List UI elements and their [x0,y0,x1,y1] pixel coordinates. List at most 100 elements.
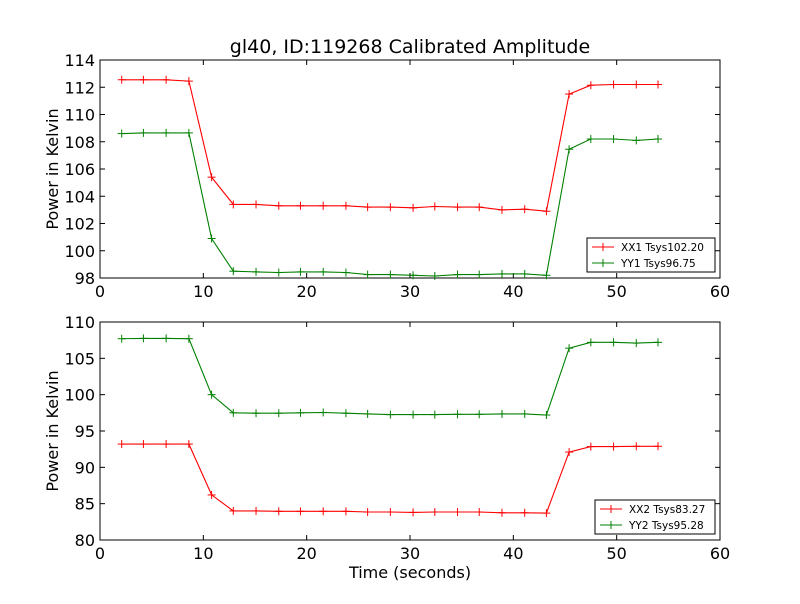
data-point [565,344,574,353]
data-point [430,202,439,211]
y-tick-label: 98 [75,269,95,288]
x-tick-label: 60 [710,282,730,301]
data-point [520,508,529,517]
data-point [586,81,595,90]
data-point [520,205,529,214]
data-point [162,75,171,84]
legend-entry: XX2 Tsys83.27 [600,504,705,516]
data-point [363,409,372,418]
legend-label: XX2 Tsys83.27 [629,504,705,516]
data-point [632,339,641,348]
data-point [319,201,328,210]
data-point [341,201,350,210]
data-point [586,135,595,144]
data-point [341,507,350,516]
data-point [386,410,395,419]
data-point [542,411,551,420]
legend-label: XX1 Tsys102.20 [621,242,704,254]
data-point [654,80,662,89]
chart-panels: 0 10 20 30 40 50 6098100102104106108110112114P… [43,51,730,563]
data-point [453,508,462,517]
data-point [274,201,283,210]
data-point [497,269,506,278]
data-point [542,509,551,518]
y-axis-label: Power in Kelvin [43,370,62,491]
data-point [207,390,216,399]
data-point [586,442,595,451]
data-point [296,408,305,417]
x-tick-label: 30 [400,282,420,301]
y-tick-label: 100 [64,386,95,405]
y-tick-label: 112 [64,78,95,97]
x-tick-label: 20 [296,282,316,301]
data-point [252,267,261,276]
data-point [409,203,418,212]
y-tick-label: 105 [64,349,95,368]
data-point [453,270,462,279]
data-point [430,410,439,419]
data-point [296,267,305,276]
y-tick-label: 90 [75,458,95,477]
data-point [654,442,662,451]
data-point [654,338,662,347]
data-point [117,440,126,449]
legend-box [586,237,716,273]
data-point [207,173,216,182]
data-point [497,508,506,517]
chart-panel-1: 0 10 20 30 40 50 60 98 100 102 104 106 108 110 112 114 P… [43,51,730,301]
y-tick-label: 102 [64,215,95,234]
x-axis-label: Time (seconds) [348,563,471,582]
data-point [565,145,574,154]
data-point [609,135,618,144]
data-point [632,136,641,145]
data-point [319,267,328,276]
data-point [565,448,574,457]
y-tick-label: 108 [64,133,95,152]
y-tick-label: 85 [75,495,95,514]
data-point [184,77,193,86]
data-point [453,410,462,419]
data-point [542,271,551,280]
data-point [654,135,662,144]
data-point [117,334,126,343]
x-tick-label: 0 [95,282,105,301]
legend-entry: XX1 Tsys102.20 [592,242,704,254]
data-point [252,506,261,515]
x-tick-label: 40 [503,282,523,301]
data-point [139,440,148,449]
data-point [139,334,148,343]
data-point [296,201,305,210]
data-point [139,75,148,84]
data-point [184,440,193,449]
data-point [475,508,484,517]
data-point [565,90,574,99]
legend-entry: YY2 Tsys95.28 [600,520,704,532]
data-point [520,409,529,418]
y-tick-label: 100 [64,242,95,261]
data-point [430,271,439,280]
legend-label: YY1 Tsys96.75 [620,258,696,270]
data-point [609,80,618,89]
data-point [184,334,193,343]
y-axis-label: Power in Kelvin [43,108,62,229]
data-point [386,203,395,212]
data-point [475,410,484,419]
chart-title: gl40, ID:119268 Calibrated Amplitude [230,36,590,58]
data-point [409,271,418,280]
data-point [475,270,484,279]
data-point [229,408,238,417]
data-point [363,270,372,279]
data-point [252,409,261,418]
x-tick-label: 10 [193,544,213,563]
x-tick-label: 50 [606,544,626,563]
data-point [274,268,283,277]
x-tick-label: 0 [95,544,105,563]
data-point [162,128,171,137]
data-point [497,409,506,418]
data-point [409,508,418,517]
legend-entry: YY1 Tsys96.75 [592,258,696,270]
data-point [184,128,193,137]
y-tick-label: 110 [64,313,95,332]
